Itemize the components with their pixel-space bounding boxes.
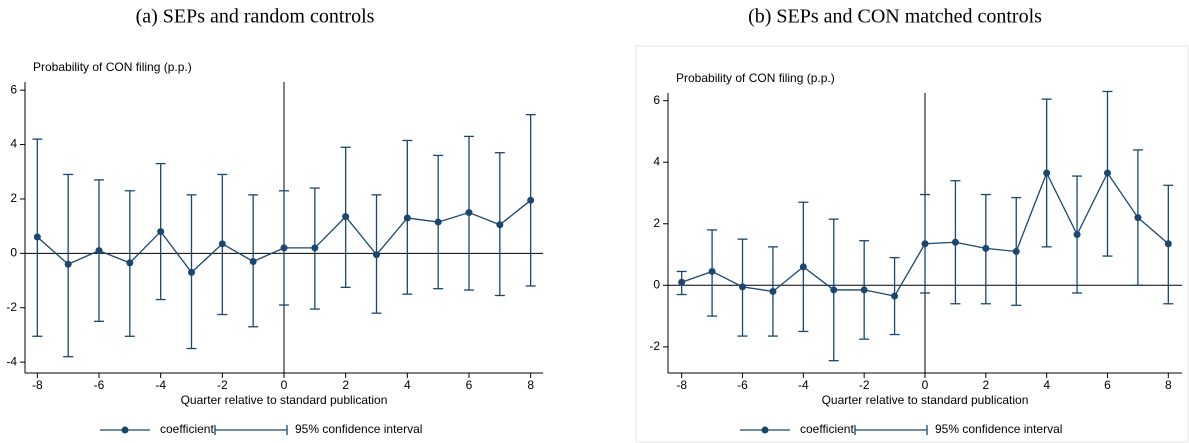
x-tick-label: 4 <box>1043 378 1050 392</box>
coefficient-point <box>188 268 195 276</box>
coefficient-point <box>64 260 72 268</box>
coefficient-point <box>678 278 686 286</box>
x-tick-label: 6 <box>1104 378 1111 392</box>
coefficient-point <box>373 251 380 259</box>
y-tick-label: 2 <box>10 191 17 205</box>
coefficient-point <box>891 292 899 300</box>
x-tick-label: 4 <box>404 378 411 392</box>
chart-title: (b) SEPs and CON matched controls <box>748 6 1042 28</box>
coefficient-point <box>799 263 807 271</box>
coefficient-point <box>860 286 868 294</box>
coefficient-point <box>1043 169 1051 177</box>
y-tick-label: 6 <box>653 93 660 107</box>
coefficient-point <box>951 238 959 246</box>
x-tick-label: 8 <box>1165 378 1172 392</box>
coefficient-point <box>1164 240 1172 248</box>
y-tick-label: 4 <box>653 154 660 168</box>
y-tick-label: 2 <box>653 216 660 230</box>
coefficient-point <box>921 240 929 248</box>
coefficient-point <box>496 221 504 229</box>
panel-frame <box>635 45 1189 443</box>
coefficient-point <box>739 283 747 291</box>
y-tick-label: 4 <box>10 137 17 151</box>
x-tick-label: 8 <box>527 378 534 392</box>
x-tick-label: -2 <box>859 378 870 392</box>
coefficient-point <box>1134 214 1142 222</box>
coefficient-point <box>33 233 41 241</box>
x-tick-label: 2 <box>982 378 989 392</box>
coefficient-point <box>403 214 411 222</box>
coefficient-point <box>342 213 350 221</box>
legend-label: coefficient <box>800 422 854 436</box>
x-tick-label: -4 <box>798 378 809 392</box>
coefficient-point <box>1073 231 1081 239</box>
x-tick-label: 6 <box>466 378 473 392</box>
x-tick-label: 0 <box>922 378 929 392</box>
y-tick-label: -2 <box>649 339 660 353</box>
coefficient-point <box>465 209 473 217</box>
legend-label: 95% confidence interval <box>935 422 1062 436</box>
coefficient-point <box>126 259 134 267</box>
coefficient-point <box>280 244 288 252</box>
y-tick-label: 0 <box>653 277 660 291</box>
x-axis-title: Quarter relative to standard publication <box>181 393 388 407</box>
coefficient-point <box>157 228 165 236</box>
x-tick-label: 0 <box>281 378 288 392</box>
legend-label: 95% confidence interval <box>295 422 422 436</box>
coefficient-point <box>95 247 103 255</box>
legend-label: coefficient <box>160 422 214 436</box>
coefficient-point <box>1012 247 1020 255</box>
coefficient-point <box>249 257 257 265</box>
legend-swatch <box>761 426 769 434</box>
y-axis-title: Probability of CON filing (p.p.) <box>676 71 835 85</box>
x-tick-label: 2 <box>342 378 349 392</box>
coefficient-point <box>769 287 777 295</box>
x-tick-label: -2 <box>217 378 228 392</box>
y-axis-title: Probability of CON filing (p.p.) <box>33 60 192 74</box>
coefficient-point <box>982 244 990 252</box>
y-tick-label: -2 <box>6 300 17 314</box>
x-tick-label: -8 <box>32 378 43 392</box>
coefficient-point <box>830 286 838 294</box>
y-tick-label: 0 <box>10 246 17 260</box>
coefficient-point <box>218 240 226 248</box>
coefficient-point <box>1103 169 1111 177</box>
chart-title: (a) SEPs and random controls <box>136 6 375 28</box>
legend-swatch <box>121 426 129 434</box>
y-tick-label: -4 <box>6 354 17 368</box>
y-tick-label: 6 <box>10 82 17 96</box>
coefficient-point <box>708 267 716 275</box>
coefficient-point <box>434 218 442 226</box>
x-tick-label: -6 <box>737 378 748 392</box>
coefficient-point <box>311 244 319 252</box>
x-tick-label: -6 <box>94 378 105 392</box>
x-tick-label: -8 <box>676 378 687 392</box>
x-tick-label: -4 <box>155 378 166 392</box>
coefficient-point <box>527 196 535 204</box>
x-axis-title: Quarter relative to standard publication <box>822 393 1029 407</box>
